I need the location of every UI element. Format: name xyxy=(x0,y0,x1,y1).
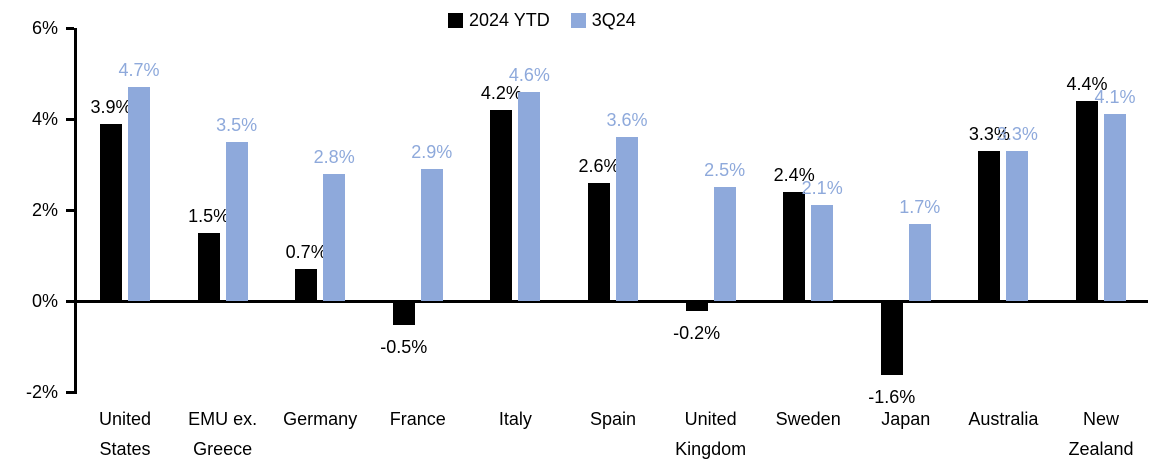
y-axis-tick xyxy=(66,391,74,394)
category-label-italy: Italy xyxy=(498,409,532,429)
bar-value-label: 0.7% xyxy=(285,242,327,263)
bar-3q24 xyxy=(225,141,248,301)
category-label-spain: Spain xyxy=(589,409,637,429)
bar-2024-ytd xyxy=(880,302,903,375)
bar-value-label: -1.6% xyxy=(868,386,916,407)
bar-value-label: 4.6% xyxy=(508,64,550,85)
chart-legend: 2024 YTD 3Q24 xyxy=(448,9,636,31)
y-axis-tick xyxy=(66,300,74,303)
legend-item-3q24: 3Q24 xyxy=(570,9,636,31)
y-axis-line xyxy=(74,28,77,394)
bar-value-label: 2.8% xyxy=(313,146,355,167)
bar-value-label: 3.3% xyxy=(968,123,1010,144)
bar-3q24 xyxy=(1006,150,1029,301)
bar-value-label: -0.5% xyxy=(380,336,428,357)
y-axis-tick xyxy=(66,118,74,121)
bar-value-label: -0.2% xyxy=(673,323,721,344)
y-tick-label: -2% xyxy=(25,382,58,402)
bar-3q24 xyxy=(420,169,443,301)
bar-2024-ytd xyxy=(978,150,1001,301)
bar-2024-ytd xyxy=(783,191,806,301)
bar-2024-ytd xyxy=(392,302,415,325)
legend-swatch-3q24 xyxy=(570,12,586,28)
bar-2024-ytd xyxy=(588,182,610,301)
bar-3q24 xyxy=(1104,114,1126,301)
y-tick-label: 2% xyxy=(31,200,58,220)
bar-value-label: 2.6% xyxy=(578,155,620,176)
bar-value-label: 4.4% xyxy=(1066,73,1108,94)
y-tick-label: 6% xyxy=(31,18,58,38)
category-label-united-states: United States xyxy=(98,409,152,459)
category-label-germany: Germany xyxy=(283,409,358,429)
category-label-france: France xyxy=(389,409,446,429)
y-axis-tick xyxy=(66,27,74,30)
bar-value-label: 4.2% xyxy=(480,82,522,103)
bar-value-label: 3.6% xyxy=(606,110,648,131)
bar-2024-ytd xyxy=(295,269,318,301)
bar-value-label: 2.9% xyxy=(411,142,453,163)
bar-value-label: 2.1% xyxy=(801,178,843,199)
bar-2024-ytd xyxy=(1076,100,1098,301)
bar-2024-ytd xyxy=(490,109,513,301)
bar-2024-ytd xyxy=(685,302,708,312)
bar-value-label: 1.5% xyxy=(188,205,230,226)
bar-value-label: 4.7% xyxy=(118,60,160,81)
y-tick-label: 4% xyxy=(31,109,58,129)
bar-value-label: 1.7% xyxy=(899,196,941,217)
y-axis-tick xyxy=(66,209,74,212)
bar-value-label: 3.5% xyxy=(216,114,258,135)
bar-3q24 xyxy=(811,205,834,301)
bar-value-label: 3.9% xyxy=(90,96,132,117)
legend-label-3q24: 3Q24 xyxy=(591,10,636,30)
category-label-united-kingdom: United Kingdom xyxy=(675,409,747,459)
bar-2024-ytd xyxy=(100,123,122,301)
legend-item-2024-ytd: 2024 YTD xyxy=(448,9,550,31)
y-tick-label: 0% xyxy=(31,291,58,311)
bar-3q24 xyxy=(713,187,736,301)
bar-value-label: 3.3% xyxy=(996,123,1038,144)
bar-value-label: 2.4% xyxy=(773,164,815,185)
bar-3q24 xyxy=(518,91,541,301)
category-label-emu-ex-greece: EMU ex. Greece xyxy=(188,409,258,459)
bar-3q24 xyxy=(616,137,638,301)
legend-label-2024-ytd: 2024 YTD xyxy=(469,10,550,30)
legend-swatch-2024-ytd xyxy=(448,12,463,28)
category-label-new-zealand: New Zealand xyxy=(1068,409,1134,459)
bar-value-label: 4.1% xyxy=(1094,87,1136,108)
bar-3q24 xyxy=(323,173,346,301)
bar-3q24 xyxy=(128,87,150,301)
category-label-japan: Japan xyxy=(881,409,931,429)
bar-3q24 xyxy=(908,223,931,301)
category-label-australia: Australia xyxy=(968,409,1039,429)
bar-value-label: 2.5% xyxy=(704,160,746,181)
x-axis-line xyxy=(74,300,1148,303)
bar-2024-ytd xyxy=(197,232,220,301)
category-label-sweden: Sweden xyxy=(775,409,841,429)
